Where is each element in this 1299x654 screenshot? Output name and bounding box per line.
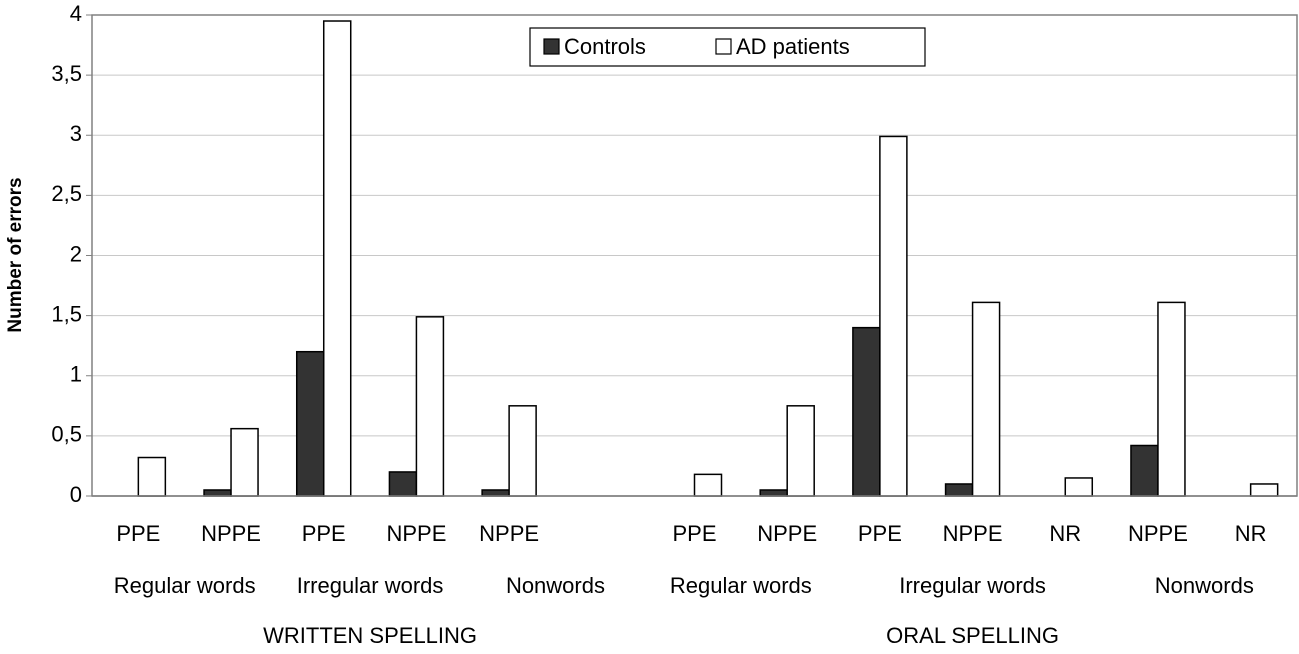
legend-swatch bbox=[715, 38, 732, 55]
bar bbox=[137, 456, 167, 497]
y-tick-label: 0 bbox=[70, 482, 82, 507]
group-label: Irregular words bbox=[297, 573, 444, 598]
x-tick-label: PPE bbox=[672, 521, 716, 546]
legend-swatch bbox=[543, 38, 560, 55]
group-label: Irregular words bbox=[899, 573, 1046, 598]
bar bbox=[508, 405, 537, 497]
bar bbox=[944, 483, 974, 497]
bar bbox=[415, 316, 445, 497]
x-tick-label: NPPE bbox=[201, 521, 261, 546]
group-label: Nonwords bbox=[506, 573, 605, 598]
x-tick-label: PPE bbox=[302, 521, 346, 546]
y-tick-label: 2 bbox=[70, 241, 82, 266]
y-tick-label: 3,5 bbox=[51, 61, 82, 86]
bar bbox=[481, 489, 510, 497]
x-tick-label: PPE bbox=[116, 521, 160, 546]
group-label: Regular words bbox=[114, 573, 256, 598]
x-tick-label: PPE bbox=[858, 521, 902, 546]
x-tick-label: NPPE bbox=[386, 521, 446, 546]
bar bbox=[1064, 477, 1094, 497]
x-tick-label: NR bbox=[1235, 521, 1267, 546]
x-tick-label: NPPE bbox=[1128, 521, 1188, 546]
legend-label: AD patients bbox=[736, 34, 850, 59]
y-tick-label: 4 bbox=[70, 1, 82, 26]
bar bbox=[693, 473, 723, 497]
group-label: Nonwords bbox=[1155, 573, 1254, 598]
bar bbox=[759, 489, 788, 497]
bar bbox=[322, 20, 352, 497]
bar bbox=[295, 350, 325, 497]
bar bbox=[1157, 301, 1186, 497]
group-label: Regular words bbox=[670, 573, 812, 598]
y-tick-label: 1,5 bbox=[51, 301, 82, 326]
bar bbox=[230, 427, 259, 497]
x-tick-label: NPPE bbox=[479, 521, 539, 546]
bar bbox=[1249, 483, 1279, 497]
x-tick-label: NR bbox=[1049, 521, 1081, 546]
x-tick-label: NPPE bbox=[943, 521, 1003, 546]
y-axis-label: Number of errors bbox=[5, 177, 26, 332]
y-tick-label: 2,5 bbox=[51, 181, 82, 206]
bar bbox=[971, 301, 1001, 497]
legend-label: Controls bbox=[564, 34, 646, 59]
bar bbox=[203, 489, 232, 497]
bar bbox=[879, 135, 908, 497]
group-label: WRITTEN SPELLING bbox=[263, 623, 477, 648]
y-tick-label: 1 bbox=[70, 362, 82, 387]
x-tick-label: NPPE bbox=[757, 521, 817, 546]
y-tick-label: 0,5 bbox=[51, 422, 82, 447]
bar bbox=[1130, 444, 1159, 497]
bar bbox=[852, 326, 881, 497]
bar bbox=[388, 471, 418, 497]
group-label: ORAL SPELLING bbox=[886, 623, 1059, 648]
y-tick-label: 3 bbox=[70, 121, 82, 146]
bar bbox=[786, 405, 815, 497]
